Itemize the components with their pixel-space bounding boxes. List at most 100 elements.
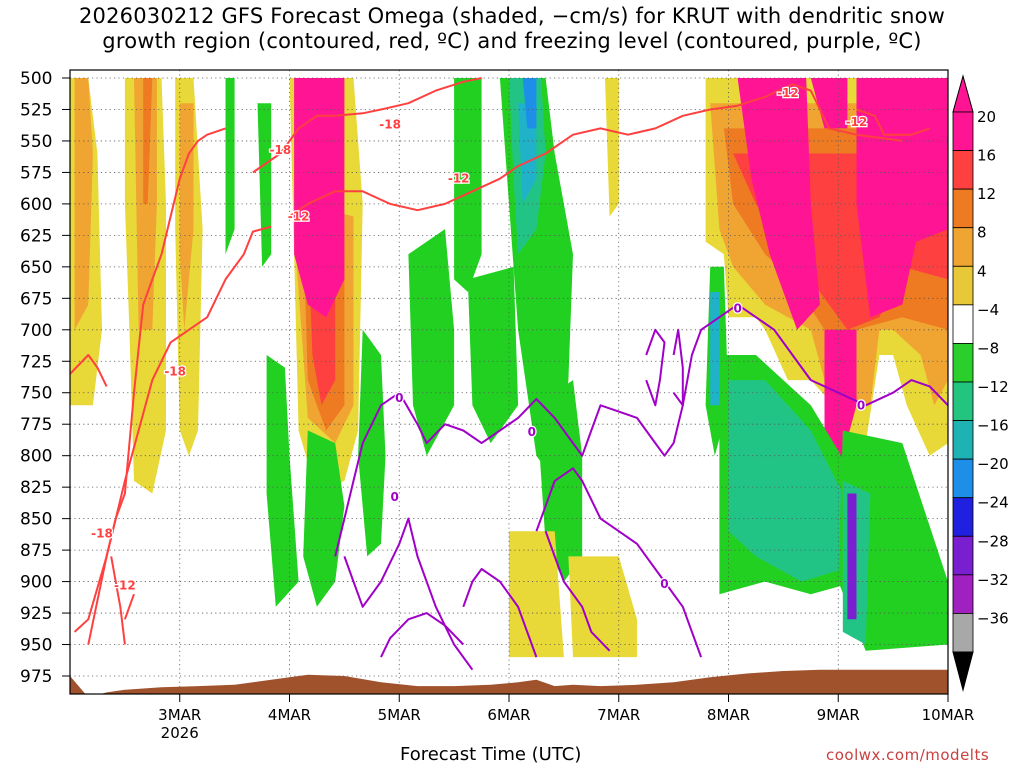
y-tick-label-600: 600 — [20, 195, 52, 215]
contour-label-5: -18 — [91, 527, 113, 541]
colorbar-label-2: 12 — [977, 185, 996, 203]
colorbar-swatch-7 — [952, 381, 974, 421]
colorbar-swatch-6 — [952, 343, 974, 383]
y-tick-label-525: 525 — [20, 100, 52, 120]
contour-label-2: -12 — [288, 209, 310, 223]
colorbar-swatch-3 — [952, 227, 974, 267]
contour-label-1: -18 — [270, 143, 292, 157]
y-tick-label-650: 650 — [20, 258, 52, 278]
contour-label-layer: -18 -18 -12 -18 -12 -18 -12 -12 -12 0 0 0 0 0 0 — [90, 85, 869, 594]
contour-layer — [70, 77, 948, 671]
y-tick-label-850: 850 — [20, 510, 52, 530]
colorbar-swatch-10 — [952, 497, 974, 537]
y-tick-label-575: 575 — [20, 163, 52, 183]
red-contour-7 — [856, 108, 931, 136]
omega-region-27 — [605, 78, 619, 217]
colorbar: 20 16 12 8 4 −4 −8 −12 −16 −20 −24 −28 −32 −36 — [952, 74, 1009, 692]
contour-label-7: -12 — [777, 86, 799, 100]
y-tick-label-875: 875 — [20, 541, 52, 561]
omega-region-33 — [810, 78, 848, 129]
colorbar-swatch-12 — [952, 574, 974, 614]
colorbar-label-13: −36 — [977, 609, 1009, 627]
x-tick-label-5MAR: 5MAR — [378, 706, 421, 724]
omega-region-6 — [179, 103, 194, 330]
colorbar-swatch-9 — [952, 458, 974, 499]
x-tick-label-9MAR: 9MAR — [817, 706, 860, 724]
colorbar-label-1: 16 — [977, 147, 996, 165]
omega-shading — [70, 78, 948, 658]
y-tick-label-950: 950 — [20, 636, 52, 656]
colorbar-label-0: 20 — [977, 108, 996, 126]
contour-label-6: -12 — [114, 578, 136, 592]
purple-contour-1 — [343, 517, 474, 671]
colorbar-label-12: −32 — [977, 571, 1009, 589]
x-tick-label-7MAR: 7MAR — [597, 706, 640, 724]
title-line-2: growth region (contoured, red, ºC) and f… — [102, 29, 922, 53]
y-axis: 500 525 550 575 600 625 650 675 700 725 750 775 800 8… — [20, 69, 70, 687]
purple-contour-7 — [672, 328, 684, 407]
purple-contour-3 — [462, 568, 538, 658]
colorbar-arrow-top — [952, 74, 974, 113]
credit-text: coolwx.com/modelts — [826, 746, 990, 764]
omega-region-41 — [842, 480, 871, 645]
omega-region-15 — [303, 430, 345, 607]
colorbar-label-11: −28 — [977, 532, 1009, 550]
purple-contour-4 — [535, 467, 703, 658]
x-tick-label-3MAR: 3MAR — [158, 706, 201, 724]
colorbar-swatch-1 — [952, 150, 974, 190]
red-contour-3 — [110, 556, 126, 645]
colorbar-swatch-13 — [952, 613, 974, 653]
y-tick-label-625: 625 — [20, 226, 52, 246]
colorbar-swatch-2 — [952, 188, 974, 229]
x-tick-label-10MAR: 10MAR — [922, 706, 975, 724]
x-tick-label-4MAR: 4MAR — [268, 706, 311, 724]
purple-contour-5 — [544, 530, 611, 652]
colorbar-label-5: −4 — [977, 301, 999, 319]
omega-region-17 — [454, 78, 482, 292]
contour-label-9: 0 — [395, 391, 403, 405]
colorbar-label-4: 4 — [977, 262, 987, 280]
omega-region-16 — [358, 329, 386, 557]
colorbar-swatch-8 — [952, 420, 974, 460]
colorbar-label-7: −12 — [977, 378, 1009, 396]
terrain-layer — [70, 669, 948, 694]
colorbar-swatch-5 — [952, 304, 974, 344]
y-tick-label-800: 800 — [20, 447, 52, 467]
colorbar-swatch-11 — [952, 535, 974, 576]
omega-region-19 — [467, 266, 519, 444]
colorbar-label-3: 8 — [977, 224, 987, 242]
y-tick-label-750: 750 — [20, 384, 52, 404]
y-tick-label-500: 500 — [20, 69, 52, 89]
omega-region-7 — [225, 78, 235, 255]
purple-contour-6 — [645, 328, 666, 407]
omega-region-25 — [509, 531, 564, 658]
colorbar-label-9: −20 — [977, 455, 1009, 473]
contour-label-4: -12 — [448, 172, 470, 186]
colorbar-arrow-bottom — [952, 651, 974, 692]
contour-label-8: -12 — [846, 115, 868, 129]
red-contour-5 — [252, 77, 482, 174]
x-tick-label-8MAR: 8MAR — [707, 706, 750, 724]
y-tick-label-975: 975 — [20, 667, 52, 687]
red-contour-4 — [123, 593, 135, 620]
title-line-1: 2026030212 GFS Forecast Omega (shaded, −… — [78, 4, 946, 28]
x-tick-sublabel-3MAR: 2026 — [161, 724, 199, 742]
colorbar-swatch-4 — [952, 265, 974, 306]
chart-title: 2026030212 GFS Forecast Omega (shaded, −… — [0, 4, 1024, 54]
x-tick-label-6MAR: 6MAR — [487, 706, 530, 724]
purple-contour-0 — [334, 303, 948, 557]
omega-region-26 — [568, 556, 637, 658]
omega-region-8 — [257, 103, 272, 267]
y-tick-label-825: 825 — [20, 478, 52, 498]
red-contour-0 — [70, 354, 108, 387]
contour-label-3: -18 — [379, 118, 401, 132]
omega-region-23 — [522, 78, 537, 129]
y-tick-label-925: 925 — [20, 604, 52, 624]
red-contour-6 — [288, 83, 903, 218]
contour-label-12: 0 — [660, 577, 668, 591]
contour-label-0: -18 — [164, 364, 186, 378]
y-tick-label-900: 900 — [20, 573, 52, 593]
colorbar-swatch-0 — [952, 111, 974, 151]
